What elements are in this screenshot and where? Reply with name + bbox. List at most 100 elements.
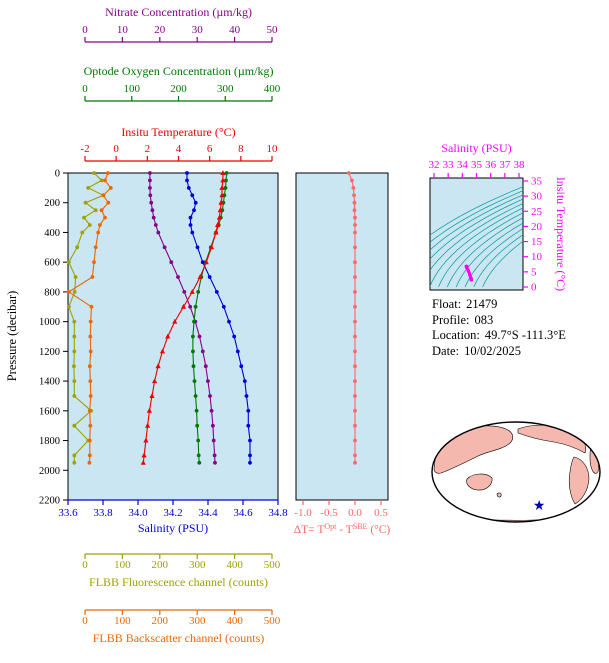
oxygen-tick-label: 100 xyxy=(124,83,141,95)
map-outline xyxy=(431,421,601,523)
temperature-tick-label: 8 xyxy=(238,143,244,155)
fluorescence-axis-title: FLBB Fluorescence channel (counts) xyxy=(89,575,268,589)
temperature-tick-label: 4 xyxy=(176,143,182,155)
pressure-tick-label: 0 xyxy=(55,169,60,180)
salinity-tick-label: 34.8 xyxy=(268,507,288,519)
temperature-tick-label: -2 xyxy=(80,143,89,155)
main-plot-area xyxy=(67,172,279,501)
ts-temperature-tick-label: 30 xyxy=(531,191,543,203)
pressure-tick-label: 200 xyxy=(44,198,60,209)
ts-salinity-tick-label: 35 xyxy=(471,159,483,171)
delta-t-plot-area xyxy=(295,172,389,501)
pressure-tick-label: 1400 xyxy=(39,377,60,388)
axis-salinity: 33.6 33.8 34.0 34.2 34.4 34.6 34.8 Salinity (PS… xyxy=(58,499,288,535)
ts-salinity-tick-label: 37 xyxy=(499,159,511,171)
series-salinity xyxy=(185,171,252,465)
salinity-tick-label: 34.2 xyxy=(163,507,182,519)
salinity-tick-label: 34.4 xyxy=(198,507,218,519)
ts-temperature-tick-label: 5 xyxy=(531,266,537,278)
nitrate-tick-label: 0 xyxy=(82,24,88,36)
delta-t-axis-title: ΔT= TOpt - TSBE (°C) xyxy=(294,522,391,536)
ts-temperature-tick-label: 35 xyxy=(531,176,543,188)
series-backscatter xyxy=(66,171,113,465)
salinity-tick-label: 34.0 xyxy=(128,507,148,519)
series-nitrate xyxy=(148,171,217,465)
ts-salinity-tick-label: 33 xyxy=(443,159,455,171)
main-profile-plot: 0200400600800100012001400160018002000220… xyxy=(5,5,288,645)
axis-nitrate: 0 10 20 30 40 50 Nitrate Concentration (µm/kg) xyxy=(82,5,279,43)
backscatter-tick-label: 0 xyxy=(82,615,88,627)
nitrate-tick-label: 50 xyxy=(267,24,279,36)
fluorescence-tick-label: 300 xyxy=(189,559,206,571)
density-contours xyxy=(430,186,523,288)
ts-salinity-tick-label: 36 xyxy=(485,159,497,171)
nitrate-tick-label: 40 xyxy=(229,24,241,36)
salinity-tick-label: 33.6 xyxy=(58,507,78,519)
fluorescence-tick-label: 100 xyxy=(114,559,131,571)
pressure-axis-title: Pressure (decibar) xyxy=(5,291,19,382)
delta-t-plot: -1.0 -0.5 0.0 0.5 ΔT= TOpt - TSBE (°C) xyxy=(294,171,391,536)
profile-line: Profile: 083 xyxy=(432,313,566,329)
oxygen-axis-title: Optode Oxygen Concentration (µm/kg) xyxy=(84,64,274,78)
delta-t-tick-label: 0.5 xyxy=(374,507,388,519)
ts-plot-area xyxy=(429,177,524,291)
salinity-tick-label: 33.8 xyxy=(93,507,113,519)
location-line: Location: 49.7°S -111.3°E xyxy=(432,328,566,344)
nitrate-tick-label: 20 xyxy=(154,24,166,36)
float-id-line: Float: 21479 xyxy=(432,297,566,313)
backscatter-tick-label: 500 xyxy=(264,615,281,627)
delta-t-tick-label: -1.0 xyxy=(294,507,312,519)
temperature-tick-label: 0 xyxy=(113,143,119,155)
pressure-tick-label: 800 xyxy=(44,287,60,298)
float-value: 21479 xyxy=(466,297,498,311)
pressure-tick-label: 2000 xyxy=(39,466,60,477)
temperature-tick-label: 6 xyxy=(207,143,213,155)
axis-backscatter: 0 100 200 300 400 500 FLBB Backscatter channel… xyxy=(82,609,281,645)
salinity-axis-title: Salinity (PSU) xyxy=(138,521,208,535)
nitrate-axis-title: Nitrate Concentration (µm/kg) xyxy=(105,5,252,19)
pressure-tick-label: 1600 xyxy=(39,406,60,417)
ts-salinity-tick-label: 38 xyxy=(514,159,526,171)
backscatter-tick-label: 300 xyxy=(189,615,206,627)
delta-t-tick-label: 0.0 xyxy=(348,507,362,519)
ts-salinity-tick-label: 34 xyxy=(457,159,469,171)
temperature-tick-label: 2 xyxy=(145,143,151,155)
nitrate-tick-label: 30 xyxy=(192,24,204,36)
delta-t-tick-label: -0.5 xyxy=(320,507,338,519)
series-oxygen xyxy=(191,171,229,465)
world-map xyxy=(431,421,601,523)
float-location-star xyxy=(533,500,545,510)
series-temperature xyxy=(140,170,226,465)
date-value: 10/02/2025 xyxy=(464,343,522,358)
oxygen-tick-label: 300 xyxy=(217,83,234,95)
pressure-tick-label: 1000 xyxy=(39,317,60,328)
oxygen-tick-label: 0 xyxy=(82,83,88,95)
ts-temperature-tick-label: 0 xyxy=(531,282,537,294)
profile-value: 083 xyxy=(474,312,494,327)
backscatter-tick-label: 100 xyxy=(114,615,131,627)
fluorescence-tick-label: 0 xyxy=(82,559,88,571)
fluorescence-tick-label: 500 xyxy=(264,559,281,571)
float-info-panel: Float: 21479 Profile: 083 Location: 49.7°S … xyxy=(432,297,566,359)
backscatter-axis-title: FLBB Backscatter channel (counts) xyxy=(93,631,265,645)
fluorescence-tick-label: 200 xyxy=(152,559,169,571)
pressure-tick-label: 600 xyxy=(44,258,60,269)
float-label: Float: xyxy=(432,297,462,311)
axis-temperature: -2 0 2 4 6 8 10 Insitu Temperature (°C) xyxy=(80,125,278,162)
location-label: Location: xyxy=(432,328,480,342)
ts-temperature-tick-label: 15 xyxy=(531,236,543,248)
ts-temperature-tick-label: 25 xyxy=(531,206,543,218)
pressure-tick-label: 1200 xyxy=(39,347,60,358)
date-line: Date: 10/02/2025 xyxy=(432,344,566,360)
backscatter-tick-label: 400 xyxy=(226,615,243,627)
ts-temperature-tick-label: 20 xyxy=(531,221,543,233)
salinity-tick-label: 34.6 xyxy=(233,507,253,519)
pressure-tick-label: 1800 xyxy=(39,436,60,447)
ts-temperature-axis-title: Insitu Temperature (°C) xyxy=(554,177,568,291)
pressure-tick-label: 400 xyxy=(44,228,60,239)
fluorescence-tick-label: 400 xyxy=(226,559,243,571)
date-label: Date: xyxy=(432,343,460,358)
